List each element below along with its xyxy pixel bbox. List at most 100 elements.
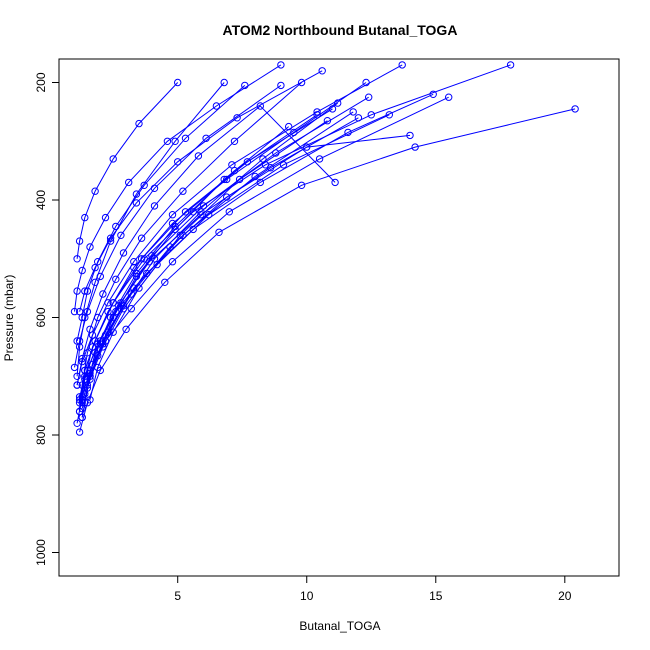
x-tick-label: 15 xyxy=(429,589,443,603)
data-point xyxy=(88,331,97,339)
data-point xyxy=(385,111,393,119)
data-point xyxy=(279,161,288,169)
data-point xyxy=(112,275,120,283)
series-line xyxy=(84,134,411,395)
data-point xyxy=(365,93,373,101)
data-point xyxy=(96,272,105,281)
y-tick-label: 200 xyxy=(34,72,48,92)
data-point xyxy=(266,164,275,172)
data-point xyxy=(122,325,130,333)
data-point xyxy=(176,231,185,240)
data-point xyxy=(99,343,107,351)
data-point xyxy=(225,208,234,216)
data-point xyxy=(168,258,177,266)
data-point xyxy=(78,413,86,422)
data-point xyxy=(119,305,128,313)
data-point xyxy=(86,375,94,383)
data-point xyxy=(243,158,252,166)
data-point xyxy=(86,243,94,251)
data-point xyxy=(75,337,84,345)
data-point xyxy=(313,108,321,116)
series-line xyxy=(76,64,403,386)
y-tick-label: 800 xyxy=(34,425,48,445)
y-axis: 200 400 600 800 1000 xyxy=(34,72,60,566)
data-point xyxy=(354,114,363,122)
data-point xyxy=(73,337,81,345)
series-line xyxy=(79,82,302,412)
series-line xyxy=(79,93,434,397)
data-point xyxy=(367,111,375,119)
series-line xyxy=(76,96,449,424)
data-point xyxy=(277,61,285,69)
data-point xyxy=(125,178,133,187)
data-point xyxy=(135,284,143,292)
data-point xyxy=(104,299,112,307)
data-point xyxy=(171,225,179,234)
data-point xyxy=(303,143,311,151)
y-tick-label: 400 xyxy=(34,190,48,210)
data-point xyxy=(109,328,117,336)
data-point xyxy=(220,175,228,184)
series-line xyxy=(76,82,179,259)
data-point xyxy=(297,78,306,87)
data-point xyxy=(571,105,579,113)
data-point xyxy=(223,193,231,201)
data-point xyxy=(411,143,419,151)
data-point xyxy=(194,152,203,160)
data-point xyxy=(101,213,110,222)
data-point xyxy=(406,131,414,140)
data-point xyxy=(277,81,285,90)
data-point xyxy=(83,384,92,392)
data-point xyxy=(117,231,125,240)
series-line xyxy=(76,105,336,386)
data-point xyxy=(171,137,179,146)
data-point xyxy=(94,258,102,266)
data-point xyxy=(86,396,94,404)
data-point xyxy=(318,67,326,75)
series-line xyxy=(79,108,333,400)
series-line xyxy=(79,108,576,433)
data-point xyxy=(323,117,332,125)
series-line xyxy=(79,117,359,403)
data-point xyxy=(163,137,172,146)
data-point xyxy=(75,237,84,245)
data-point xyxy=(75,428,84,436)
data-point xyxy=(73,287,81,295)
data-point xyxy=(215,228,223,237)
data-point xyxy=(132,272,141,281)
data-point xyxy=(228,161,236,169)
y-axis-label: Pressure (mbar) xyxy=(2,275,16,362)
data-point xyxy=(297,181,306,190)
data-point xyxy=(153,260,161,269)
data-point xyxy=(328,105,337,113)
data-point xyxy=(140,181,148,190)
data-point xyxy=(174,158,182,166)
data-point xyxy=(506,61,515,69)
data-point xyxy=(119,249,128,257)
data-point xyxy=(179,187,187,195)
data-point xyxy=(181,134,190,143)
x-axis: 5 10 15 20 xyxy=(174,575,572,603)
data-point xyxy=(212,102,221,110)
data-point xyxy=(91,187,99,195)
data-point xyxy=(127,305,136,313)
y-tick-label: 600 xyxy=(34,307,48,327)
data-point xyxy=(130,258,138,266)
data-point xyxy=(78,266,86,275)
data-point xyxy=(78,404,86,413)
data-point xyxy=(315,155,324,163)
data-point xyxy=(73,255,81,263)
data-point xyxy=(91,263,99,272)
x-tick-label: 20 xyxy=(558,589,572,603)
data-point xyxy=(349,108,357,116)
data-point xyxy=(233,114,241,122)
data-point xyxy=(81,287,89,295)
data-point xyxy=(70,363,79,372)
y-tick-label: 1000 xyxy=(34,539,48,566)
data-point xyxy=(75,399,84,407)
data-point xyxy=(137,234,146,242)
data-point xyxy=(241,81,249,90)
x-axis-label: Butanal_TOGA xyxy=(299,619,380,633)
data-point xyxy=(166,243,174,251)
chart-title: ATOM2 Northbound Butanal_TOGA xyxy=(223,22,458,38)
